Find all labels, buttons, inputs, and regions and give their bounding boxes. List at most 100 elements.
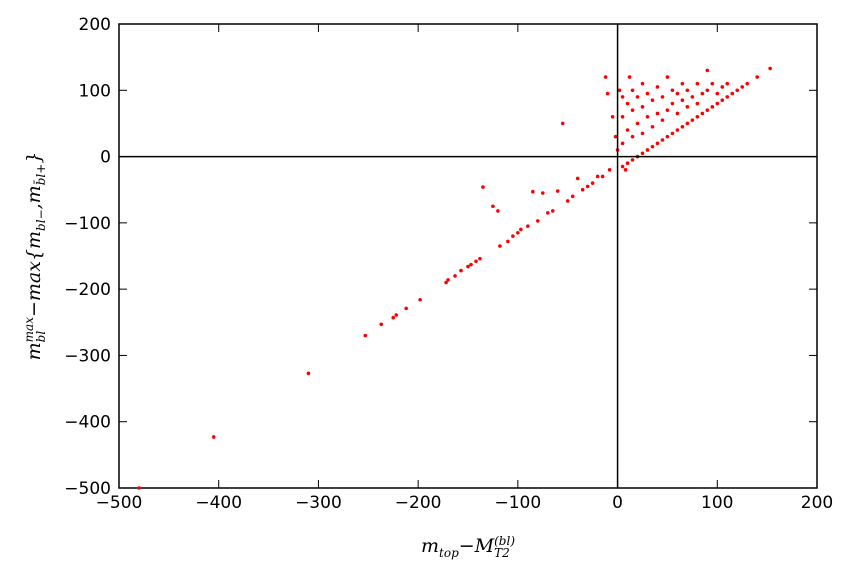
point xyxy=(595,174,600,179)
point xyxy=(603,75,608,79)
point xyxy=(700,111,705,116)
point xyxy=(725,81,730,86)
point xyxy=(540,191,545,195)
point xyxy=(363,333,368,338)
point xyxy=(635,121,640,126)
x-label: mtop−MT2(bl) xyxy=(421,534,515,560)
point xyxy=(680,124,685,129)
point xyxy=(650,98,655,103)
point xyxy=(391,315,396,320)
point xyxy=(620,95,625,99)
label-part: −M xyxy=(459,535,495,557)
point xyxy=(755,75,759,79)
label-part: (bl) xyxy=(494,534,515,548)
point xyxy=(570,194,575,199)
point xyxy=(379,322,384,327)
point xyxy=(575,176,580,181)
point xyxy=(536,219,540,223)
x-tick-label: −500 xyxy=(96,493,143,513)
y-tick-label: 200 xyxy=(79,15,111,35)
point xyxy=(660,118,665,122)
point xyxy=(715,91,720,96)
point xyxy=(735,88,740,93)
point xyxy=(745,81,749,86)
x-tick-label: 200 xyxy=(801,493,833,513)
point xyxy=(730,91,735,96)
point xyxy=(655,111,660,116)
point xyxy=(605,91,610,96)
point xyxy=(695,115,700,119)
point xyxy=(519,227,523,232)
point xyxy=(590,181,595,185)
point xyxy=(630,134,635,139)
point xyxy=(695,101,700,106)
x-tick-label: −400 xyxy=(195,493,242,513)
point xyxy=(560,121,565,126)
point xyxy=(768,66,772,71)
point xyxy=(585,184,590,189)
point xyxy=(474,259,478,264)
point xyxy=(469,262,473,267)
point xyxy=(705,68,710,73)
point xyxy=(725,95,730,99)
point xyxy=(715,101,720,106)
point xyxy=(404,306,408,311)
point xyxy=(675,111,680,116)
label-part: top xyxy=(439,546,459,560)
point xyxy=(491,204,495,209)
point xyxy=(740,85,745,89)
point xyxy=(565,199,570,203)
point xyxy=(650,124,655,129)
point xyxy=(645,91,650,96)
point xyxy=(506,239,510,244)
point xyxy=(620,164,625,169)
label-part: b̄l+ xyxy=(32,164,48,186)
x-tick-label: 100 xyxy=(701,493,733,513)
label-part: bl xyxy=(34,331,48,343)
point xyxy=(137,486,141,490)
y-label: mblmax−max{mbl−,mb̄l+} xyxy=(22,152,48,361)
point xyxy=(645,148,650,152)
point xyxy=(600,174,605,179)
points xyxy=(137,66,772,490)
x-tick-label: −200 xyxy=(395,493,442,513)
point xyxy=(665,75,670,79)
point xyxy=(623,168,628,172)
point xyxy=(580,187,585,192)
y-tick-label: −100 xyxy=(64,214,111,234)
point xyxy=(640,81,645,86)
point xyxy=(306,371,311,376)
y-tick-label: −300 xyxy=(64,346,111,366)
point xyxy=(640,131,645,136)
point xyxy=(680,98,685,103)
point xyxy=(660,95,665,99)
point xyxy=(695,81,700,86)
point xyxy=(710,81,715,86)
point xyxy=(511,234,515,238)
point xyxy=(453,274,457,278)
point xyxy=(700,91,705,96)
point xyxy=(444,280,448,285)
point xyxy=(394,313,399,317)
point xyxy=(526,224,530,228)
point xyxy=(675,128,680,132)
label-part: T2 xyxy=(494,546,510,560)
point xyxy=(665,134,670,139)
point xyxy=(607,168,612,172)
point xyxy=(670,101,675,106)
point xyxy=(710,105,715,109)
point xyxy=(545,211,550,215)
point xyxy=(680,81,685,86)
point xyxy=(690,95,695,99)
point xyxy=(446,278,450,282)
point xyxy=(720,98,725,103)
point xyxy=(630,108,635,112)
point xyxy=(720,85,725,89)
point xyxy=(516,231,520,235)
point xyxy=(555,189,560,193)
point xyxy=(620,141,625,146)
label-part: ,m xyxy=(23,185,45,209)
point xyxy=(625,101,630,106)
point xyxy=(625,161,630,165)
y-tick-label: −200 xyxy=(64,280,111,300)
